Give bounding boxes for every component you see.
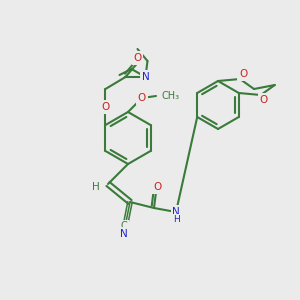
Text: O: O <box>154 182 162 192</box>
Text: O: O <box>138 93 146 103</box>
Text: H: H <box>172 215 179 224</box>
Text: CH₃: CH₃ <box>162 91 180 101</box>
Text: O: O <box>260 95 268 105</box>
Text: N: N <box>142 72 149 82</box>
Text: N: N <box>120 229 128 239</box>
Text: N: N <box>172 207 180 217</box>
Text: O: O <box>239 69 247 79</box>
Text: C: C <box>121 221 128 231</box>
Text: O: O <box>134 53 142 63</box>
Text: H: H <box>92 182 100 192</box>
Text: O: O <box>101 102 110 112</box>
